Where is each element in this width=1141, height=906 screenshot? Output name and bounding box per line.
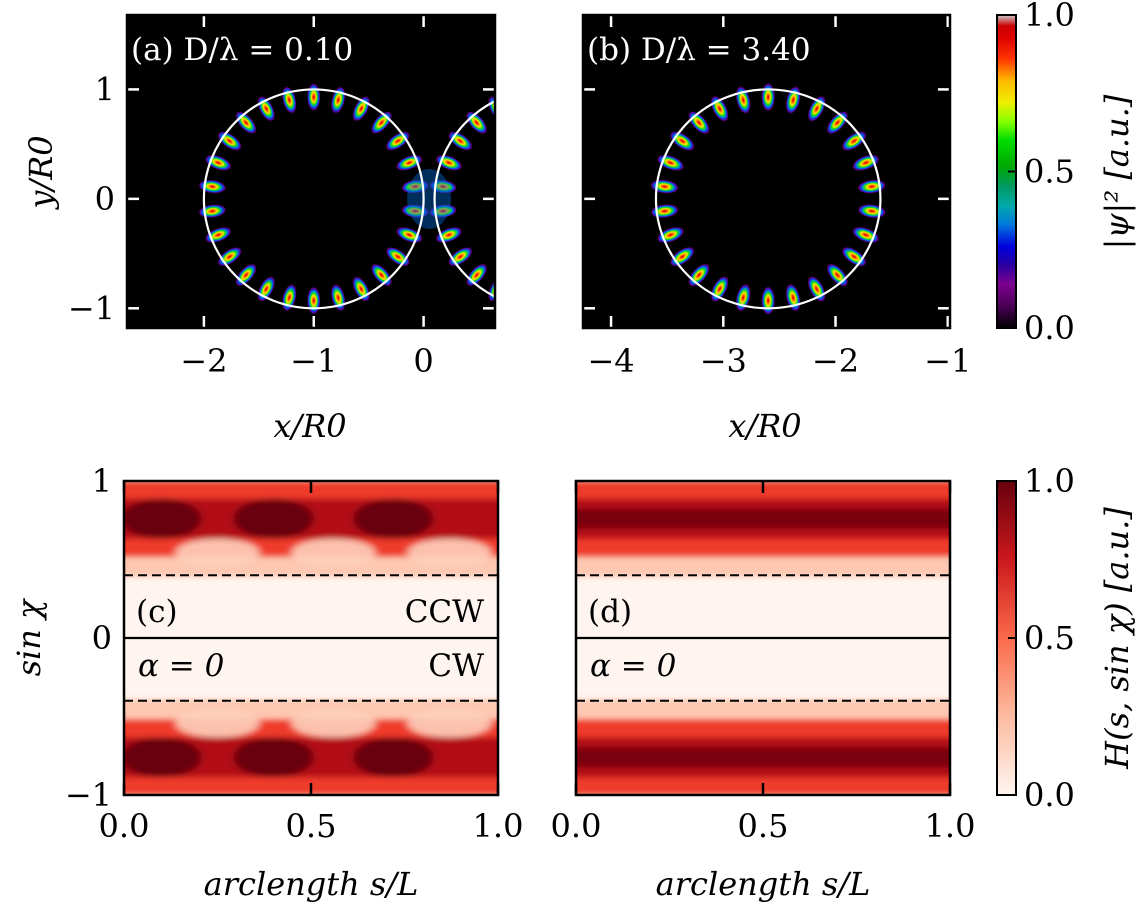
panel-a-background xyxy=(127,15,495,328)
x-tick-label: −2 xyxy=(812,342,859,380)
panel-b-frame xyxy=(581,13,952,330)
panel-b-xlabel: x/R0 xyxy=(728,407,801,445)
colorbar-intensity-label: |ψ|² [a.u.] xyxy=(1098,94,1136,249)
colorbar-husimi-ticks: 0.0 0.5 1.0 xyxy=(1008,462,1075,814)
mode-lobe xyxy=(761,82,776,112)
panel-c-label: (c) xyxy=(136,594,178,630)
x-tick-label: 0.5 xyxy=(738,807,789,845)
panel-d-frame xyxy=(574,479,952,797)
panel-a-xlabel: x/R0 xyxy=(273,407,346,445)
husimi-band-peak xyxy=(576,747,950,768)
y-tick-label: 0 xyxy=(92,619,112,657)
mode-lobe xyxy=(306,286,321,315)
panel-a-ylabel: y/R0 xyxy=(22,135,60,210)
y-tick-label: 0 xyxy=(95,180,115,218)
husimi-gap xyxy=(291,538,376,567)
y-tick-label: 1 xyxy=(95,70,115,108)
x-tick-label: −4 xyxy=(587,342,634,380)
coupling-glow xyxy=(407,168,452,229)
disk-boundary xyxy=(433,99,495,298)
y-tick-label: −1 xyxy=(68,289,115,327)
x-tick-label: −1 xyxy=(924,342,971,380)
mode-lobe xyxy=(538,83,552,112)
husimi-gap xyxy=(175,538,260,567)
colorbar-husimi: 0.0 0.5 1.0 H(s, sin χ) [a.u.] xyxy=(996,462,1136,814)
panel-c-ylabel: sin χ xyxy=(10,598,48,676)
panel-a-disk-boundaries xyxy=(202,88,495,310)
panel-b-annotation: (b) D/λ = 3.40 xyxy=(587,32,811,68)
panel-b-background xyxy=(583,15,950,328)
disk-boundary xyxy=(654,88,882,310)
panel-a-annotation: (a) D/λ = 0.10 xyxy=(131,32,353,68)
panel-d-reference-lines xyxy=(576,574,950,702)
colorbar-tick-label: 0.0 xyxy=(1024,776,1075,814)
husimi-hot-spot xyxy=(353,498,434,539)
husimi-hot-spot xyxy=(353,737,434,778)
husimi-hot-spot xyxy=(233,498,314,539)
mode-lobe xyxy=(306,82,321,112)
x-tick-label: 0.0 xyxy=(99,807,150,845)
panel-c-cw-label: CW xyxy=(428,648,484,684)
colorbar-intensity: 0.0 0.5 1.0 |ψ|² [a.u.] xyxy=(996,0,1136,347)
panel-b: −4 −3 −2 −1 (b) D/λ = 3.40 x/R0 xyxy=(581,13,971,445)
mode-lobe xyxy=(510,85,530,116)
mode-lobe xyxy=(538,286,552,315)
colorbar-tick-label: 1.0 xyxy=(1024,462,1075,500)
panel-c-xlabel: arclength s/L xyxy=(204,865,419,903)
panel-c-reference-lines xyxy=(124,574,498,702)
husimi-hot-spot xyxy=(124,498,202,539)
husimi-gap xyxy=(407,709,492,738)
panel-b-ticks: −4 −3 −2 −1 xyxy=(583,15,971,380)
y-tick-label: 1 xyxy=(92,462,112,500)
panel-c: 0.0 0.5 1.0 −1 0 1 (c) CCW α = 0 CW arclength… xyxy=(10,462,524,903)
x-tick-label: 1.0 xyxy=(473,807,524,845)
mode-lobe xyxy=(559,85,579,116)
colorbar-husimi-label: H(s, sin χ) [a.u.] xyxy=(1098,507,1136,770)
panel-a-mode-lobes xyxy=(198,82,579,315)
x-tick-label: 0 xyxy=(413,342,433,380)
x-tick-label: 1.0 xyxy=(925,807,976,845)
colorbar-tick-label: 0.5 xyxy=(1024,619,1075,657)
husimi-band-peak xyxy=(576,508,950,529)
mode-lobe xyxy=(559,282,579,313)
husimi-hot-spot xyxy=(233,737,314,778)
panel-b-disk-boundaries xyxy=(654,88,882,310)
x-tick-label: 0.5 xyxy=(286,807,337,845)
panel-a-frame xyxy=(125,13,497,330)
panel-a-ticks: −2 −1 0 −1 0 1 xyxy=(68,15,495,380)
panel-c-ccw-label: CCW xyxy=(405,594,484,630)
panel-c-frame xyxy=(122,479,500,797)
panel-d-husimi-bands xyxy=(576,481,950,795)
colorbar-tick-label: 0.0 xyxy=(1024,309,1075,347)
panel-d-xlabel: arclength s/L xyxy=(656,865,871,903)
panel-d-alpha-label: α = 0 xyxy=(590,648,676,684)
x-tick-label: 0.0 xyxy=(551,807,602,845)
y-tick-label: −1 xyxy=(65,776,112,814)
panel-c-alpha-label: α = 0 xyxy=(138,648,224,684)
husimi-hot-spot xyxy=(124,737,202,778)
panel-c-husimi-bands xyxy=(124,481,498,795)
x-tick-label: −3 xyxy=(700,342,747,380)
colorbar-tick-label: 0.5 xyxy=(1024,153,1075,191)
husimi-gap xyxy=(291,709,376,738)
panel-d: 0.0 0.5 1.0 (d) α = 0 arclength s/L xyxy=(551,479,976,903)
panel-a: −2 −1 0 −1 0 1 (a) D/λ = 0.10 x/R0 y/R0 xyxy=(22,13,579,445)
disk-boundary xyxy=(202,88,425,310)
colorbar-intensity-ticks: 0.0 0.5 1.0 xyxy=(1008,0,1075,347)
husimi-gap xyxy=(407,538,492,567)
mode-lobe xyxy=(761,286,776,316)
colorbar-tick-label: 1.0 xyxy=(1024,0,1075,34)
mode-lobe xyxy=(510,282,530,313)
husimi-gap xyxy=(175,709,260,738)
x-tick-label: −1 xyxy=(290,342,337,380)
x-tick-label: −2 xyxy=(180,342,227,380)
panel-d-label: (d) xyxy=(588,594,632,630)
